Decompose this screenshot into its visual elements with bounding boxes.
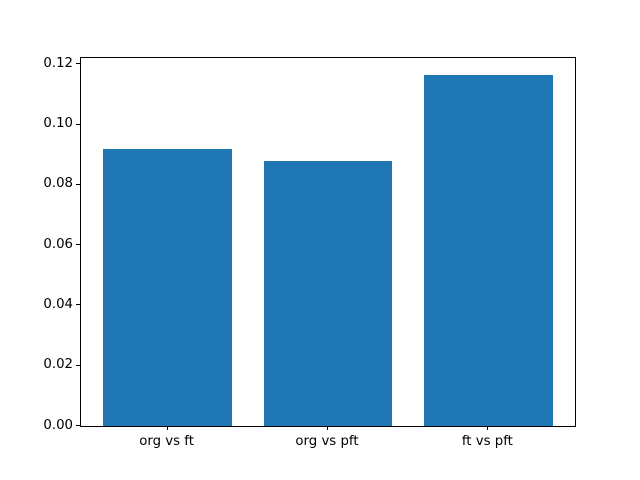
y-tick-mark (76, 63, 80, 65)
y-tick-label: 0.02 (43, 357, 73, 373)
y-tick-label: 0.04 (43, 296, 73, 312)
y-tick-mark (76, 425, 80, 426)
x-tick-mark (166, 426, 168, 430)
y-tick-mark (76, 183, 80, 185)
y-tick-label: 0.12 (43, 55, 73, 71)
plot-area (80, 57, 576, 427)
x-tick-mark (487, 426, 489, 430)
y-tick-label: 0.00 (43, 417, 73, 433)
bar-org-vs-pft (263, 161, 393, 426)
y-tick-label: 0.08 (43, 176, 73, 192)
y-tick-label: 0.10 (43, 116, 73, 132)
y-tick-mark (76, 123, 80, 125)
x-tick-mark (327, 426, 328, 430)
x-tick-label: org vs ft (139, 434, 194, 449)
y-tick-mark (76, 244, 80, 246)
x-tick-label: ft vs pft (461, 434, 513, 449)
y-tick-label: 0.06 (43, 236, 73, 252)
y-tick-mark (76, 304, 80, 306)
bar-ft-vs-pft (424, 74, 553, 426)
x-tick-label: org vs pft (295, 434, 359, 449)
bar-org-vs-ft (103, 149, 232, 426)
y-tick-mark (76, 364, 80, 366)
